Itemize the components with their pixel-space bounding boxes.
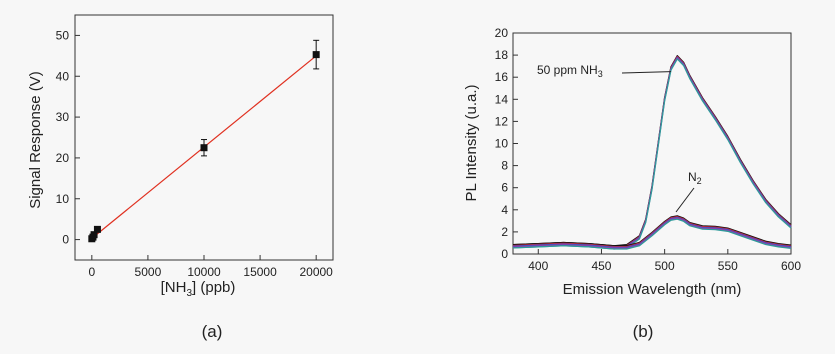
panel-a-x-ticks: 0 5000 10000 15000 20000: [88, 255, 333, 279]
panel-a-data-points: [88, 39, 320, 243]
y-tick-label: 50: [56, 28, 70, 42]
annotation-nh3-text: 50 ppm NH: [537, 63, 598, 77]
panel-b-x-axis-title: Emission Wavelength (nm): [563, 281, 742, 298]
y-tick-label: 0: [62, 233, 69, 247]
y-tick-label: 30: [56, 110, 70, 124]
panel-a-chart: 0 10 20 30 40 50 0 5000 10000 15000 20000 Signal …: [27, 14, 334, 341]
y-tick-label: 6: [501, 181, 508, 195]
spectrum-curve: [512, 217, 792, 249]
annotation-n2-subscript: 2: [697, 176, 702, 186]
x-tick-label: 15000: [243, 265, 277, 279]
x-tick-label: 450: [591, 259, 611, 273]
x-tick-label: 10000: [187, 265, 221, 279]
spectrum-curve: [512, 58, 792, 250]
y-tick-label: 8: [501, 159, 508, 173]
x-tick-label: 400: [528, 259, 548, 273]
x-tick-label: 20000: [299, 265, 333, 279]
y-tick-label: 12: [495, 114, 509, 128]
annotation-n2: N2: [688, 170, 702, 186]
data-point: [93, 225, 101, 233]
data-point: [312, 51, 320, 59]
y-tick-label: 14: [495, 92, 509, 106]
spectrum-curve: [512, 218, 792, 250]
data-point: [90, 231, 98, 239]
annotation-n2-text: N: [688, 170, 697, 184]
y-tick-label: 0: [501, 247, 508, 261]
spectrum-curve: [512, 216, 792, 248]
y-tick-label: 20: [495, 26, 509, 40]
y-tick-label: 2: [501, 225, 508, 239]
annotation-nh3-subscript: 3: [598, 69, 603, 79]
panel-b-x-ticks: 400 450 500 550 600: [528, 249, 801, 273]
panel-b-curves: [512, 55, 792, 250]
panel-a-label: (a): [202, 322, 223, 341]
data-point: [200, 144, 208, 152]
panel-a-y-axis-title: Signal Response (V): [27, 71, 44, 209]
x-tick-label: 5000: [135, 265, 162, 279]
y-tick-label: 40: [56, 69, 70, 83]
spectrum-curve: [512, 57, 792, 249]
annotation-nh3: 50 ppm NH3: [537, 63, 603, 79]
panel-b-y-ticks: 0 2 4 6 8 10 12 14 16 18 20: [495, 26, 518, 261]
panel-b-annotations: 50 ppm NH3 N2: [537, 63, 702, 213]
spectrum-curve: [512, 216, 792, 249]
panel-a-frame: [74, 14, 334, 261]
spectrum-curve: [512, 55, 792, 248]
panel-b-chart: 0 2 4 6 8 10 12 14 16 18 20 400 450 500 550 600 50 ppm…: [463, 26, 801, 341]
x-tick-label: 0: [88, 265, 95, 279]
y-tick-label: 4: [501, 203, 508, 217]
panel-a-x-axis-title: [NH3] (ppb): [161, 279, 236, 299]
x-tick-label: 600: [781, 259, 801, 273]
panel-b-label: (b): [633, 322, 654, 341]
x-tick-label: 500: [655, 259, 675, 273]
spectrum-curve: [512, 55, 792, 247]
y-tick-label: 16: [495, 70, 509, 84]
annotation-n2-arrow: [675, 187, 695, 213]
panel-b-y-axis-title: PL Intensity (u.a.): [463, 84, 480, 201]
x-tick-label: 550: [718, 259, 738, 273]
annotation-nh3-arrow: [621, 71, 671, 74]
spectrum-curve: [512, 215, 792, 247]
y-tick-label: 10: [56, 192, 70, 206]
panel-a-y-ticks: 0 10 20 30 40 50: [56, 28, 80, 247]
spectrum-curve: [512, 56, 792, 249]
y-tick-label: 10: [495, 137, 509, 151]
y-tick-label: 18: [495, 48, 509, 62]
y-tick-label: 20: [56, 151, 70, 165]
